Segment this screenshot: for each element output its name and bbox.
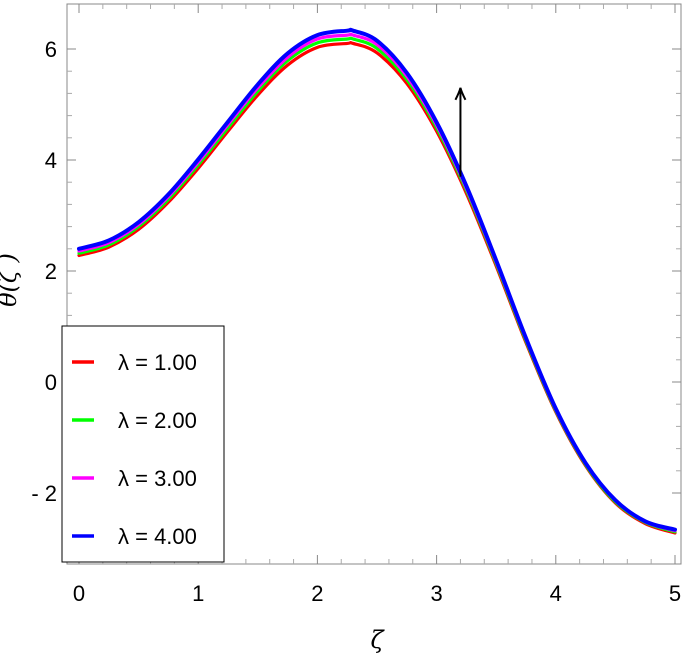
legend-label-2: λ = 2.00 [118, 408, 197, 433]
annotation-layer [454, 87, 467, 177]
series-line-4 [77, 27, 677, 532]
annotation-arrow-head [454, 87, 467, 101]
x-tick-label: 4 [550, 581, 562, 606]
y-tick-label: 4 [45, 148, 57, 173]
x-tick-label: 2 [311, 581, 323, 606]
x-tick-label: 5 [669, 581, 681, 606]
legend-label-3: λ = 3.00 [118, 466, 197, 491]
x-tick-label: 3 [430, 581, 442, 606]
legend-box [61, 325, 225, 563]
legend-label-1: λ = 1.00 [118, 350, 197, 375]
x-axis-label: ζ [370, 626, 385, 654]
y-axis-label: θ(ζ ) [0, 253, 22, 307]
y-tick-label: 0 [45, 370, 57, 395]
y-tick-label: 6 [45, 37, 57, 62]
y-tick-label: 2 [45, 259, 57, 284]
x-tick-label: 1 [192, 581, 204, 606]
y-tick-label: - 2 [31, 481, 57, 506]
plot-frame [66, 3, 682, 565]
x-tick-label: 0 [73, 581, 85, 606]
legend-label-4: λ = 4.00 [118, 524, 197, 549]
series-layer [77, 27, 677, 535]
legend: λ = 1.00 λ = 2.00 λ = 3.00 λ = 4.00 [61, 325, 225, 563]
